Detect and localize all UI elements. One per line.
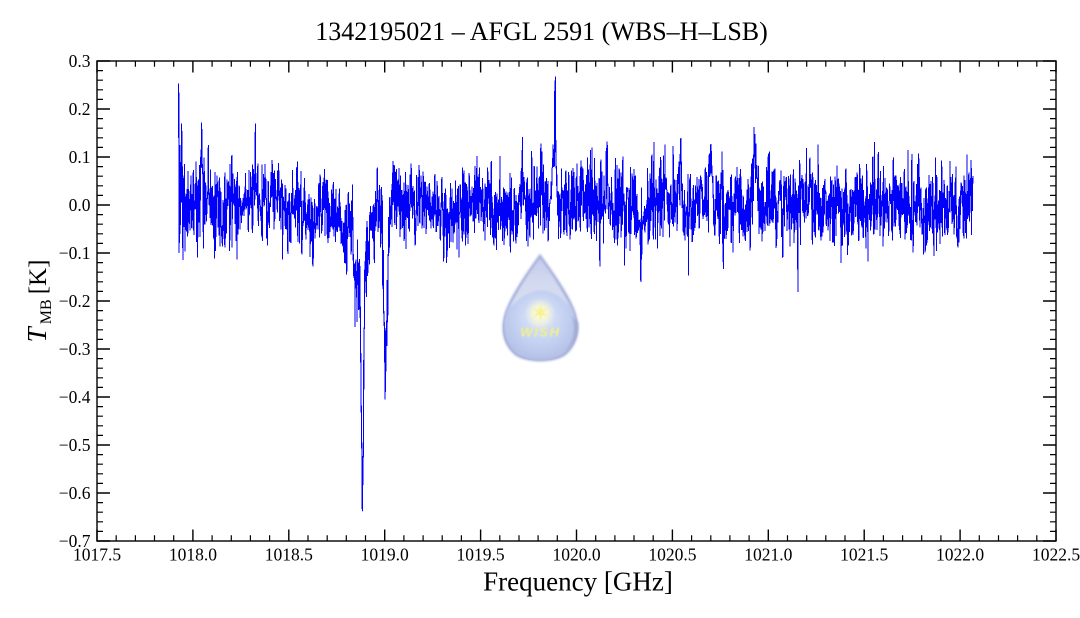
svg-text:1020.5: 1020.5 bbox=[648, 545, 696, 565]
svg-text:−0.3: −0.3 bbox=[59, 339, 91, 359]
svg-text:1018.5: 1018.5 bbox=[265, 545, 313, 565]
svg-text:1021.5: 1021.5 bbox=[840, 545, 888, 565]
svg-text:1017.5: 1017.5 bbox=[73, 545, 121, 565]
svg-text:1020.0: 1020.0 bbox=[552, 545, 600, 565]
svg-text:−0.4: −0.4 bbox=[59, 387, 91, 407]
svg-text:0.0: 0.0 bbox=[69, 195, 91, 215]
svg-text:1018.0: 1018.0 bbox=[169, 545, 217, 565]
svg-text:1342195021 – AFGL 2591 (WBS–H–: 1342195021 – AFGL 2591 (WBS–H–LSB) bbox=[315, 17, 768, 46]
svg-text:0.1: 0.1 bbox=[69, 147, 91, 167]
svg-text:WISH: WISH bbox=[520, 325, 560, 340]
svg-text:0.3: 0.3 bbox=[69, 51, 91, 71]
svg-text:−0.7: −0.7 bbox=[59, 531, 91, 551]
svg-text:−0.5: −0.5 bbox=[59, 435, 91, 455]
svg-text:0.2: 0.2 bbox=[69, 99, 91, 119]
svg-text:1019.0: 1019.0 bbox=[361, 545, 409, 565]
svg-text:1019.5: 1019.5 bbox=[457, 545, 505, 565]
svg-text:1021.0: 1021.0 bbox=[744, 545, 792, 565]
svg-text:T MB [K]: T MB [K] bbox=[22, 260, 55, 343]
svg-text:−0.2: −0.2 bbox=[59, 291, 91, 311]
svg-text:−0.6: −0.6 bbox=[59, 483, 91, 503]
svg-text:Frequency [GHz]: Frequency [GHz] bbox=[483, 567, 673, 597]
svg-text:1022.0: 1022.0 bbox=[936, 545, 984, 565]
svg-text:−0.1: −0.1 bbox=[59, 243, 91, 263]
svg-text:1022.5: 1022.5 bbox=[1032, 545, 1080, 565]
